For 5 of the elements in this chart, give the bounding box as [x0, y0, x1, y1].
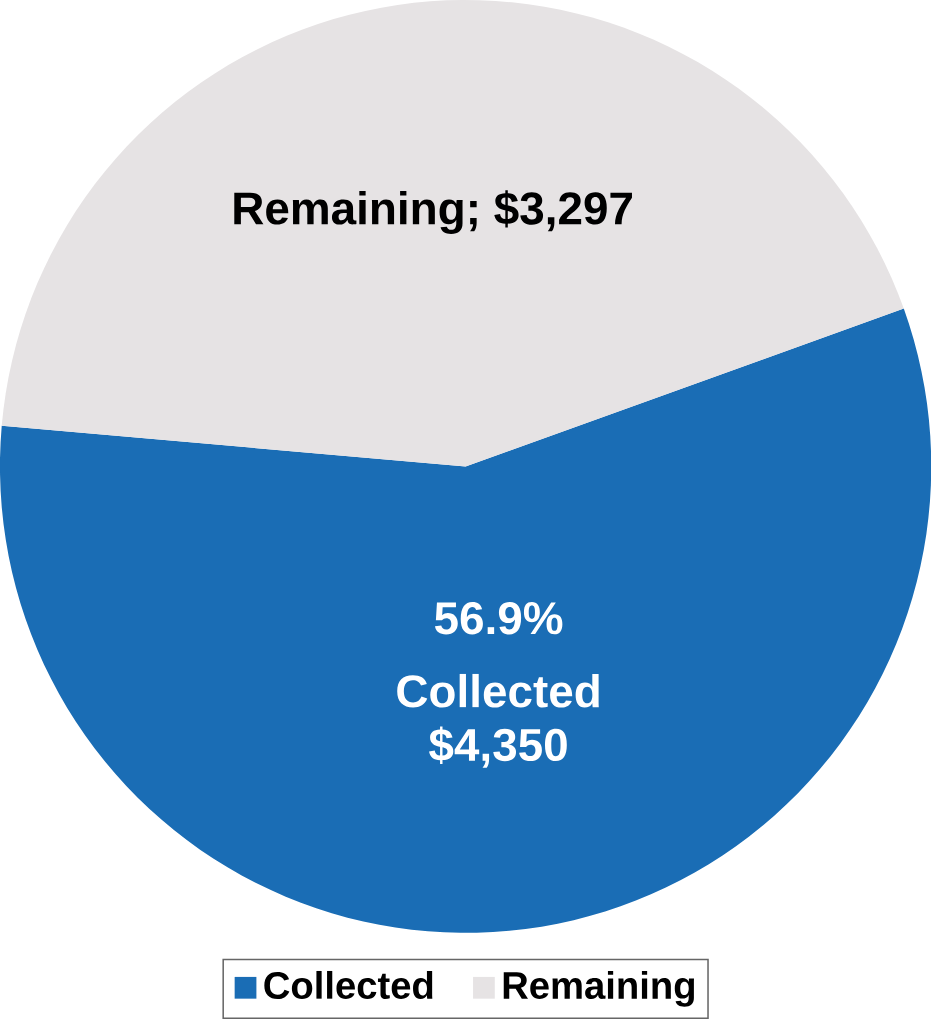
data-label: Collected $4,350 [397, 673, 599, 768]
legend-label: Remaining [503, 970, 694, 1007]
text: 56.9% [434, 602, 563, 635]
data-label: Remaining; $3,297 [234, 190, 632, 234]
legend-label: Collected [264, 970, 433, 1000]
